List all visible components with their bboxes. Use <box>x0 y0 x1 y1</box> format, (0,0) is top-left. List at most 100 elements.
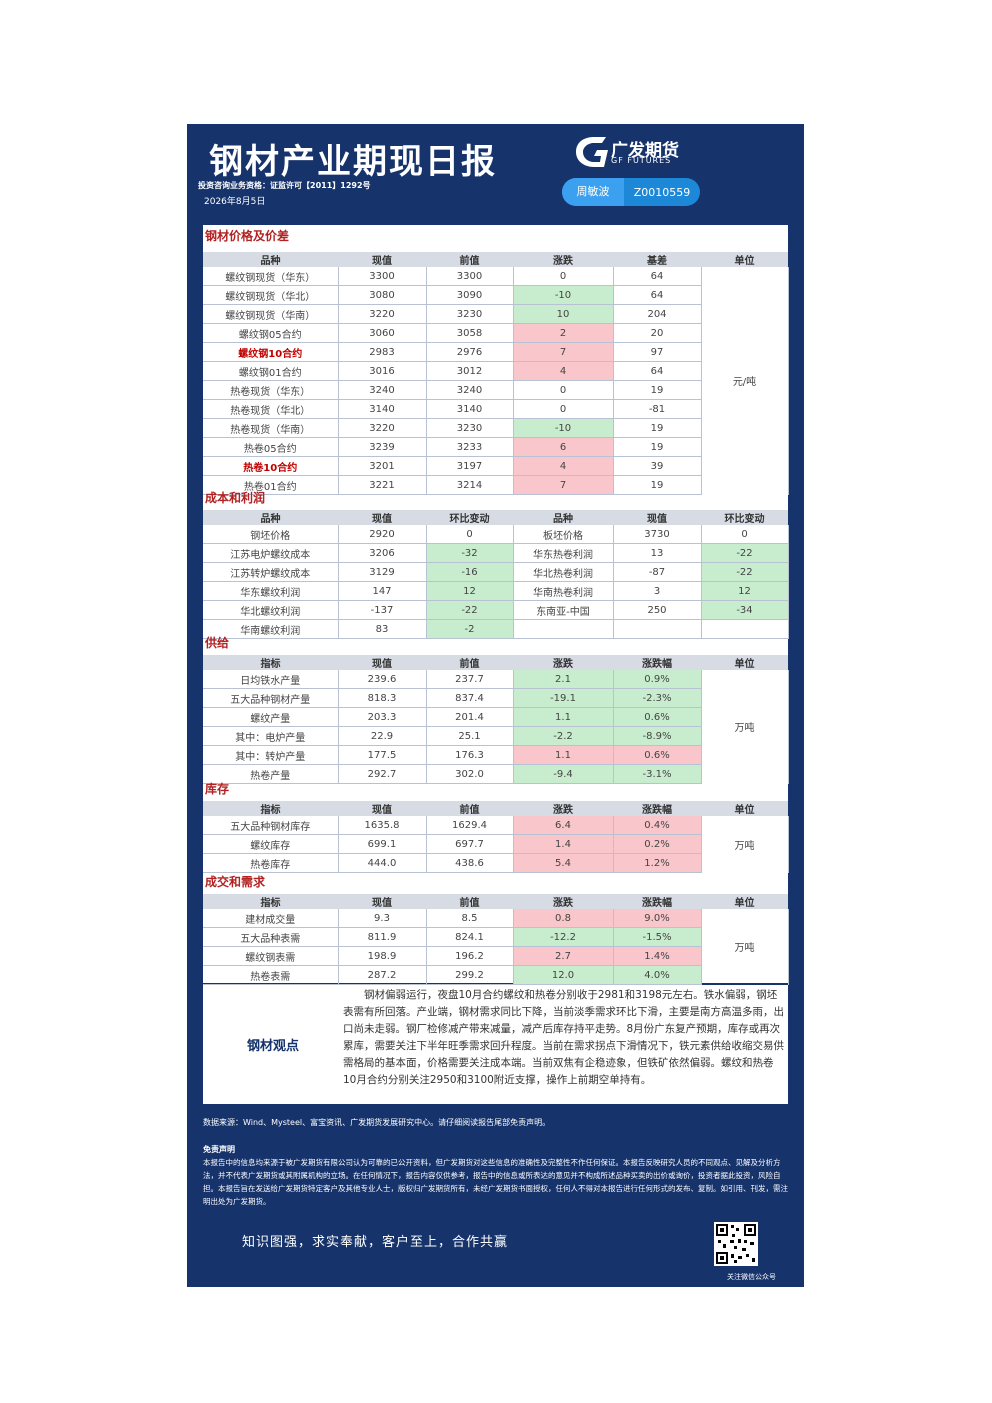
cell-chg: -10 <box>513 285 614 305</box>
table-row: 热卷现货（华南） 3220 3230 -10 19 <box>203 418 788 438</box>
cell-basis: 19 <box>613 437 702 457</box>
table-row: 江苏转炉螺纹成本 3129 -16 华北热卷利润 -87 -22 <box>203 562 789 582</box>
cell-v1: 83 <box>338 619 427 639</box>
cell-prev: 201.4 <box>426 707 514 727</box>
cell-prev: 1629.4 <box>426 816 514 835</box>
demand-table: 指标 现值 前值 涨跌 涨跌幅 单位 建材成交量 9.3 8.5 0.8 9.0% 万吨 五大品种表需… <box>203 894 789 985</box>
cell-prev: 3090 <box>426 285 514 305</box>
cell-chg: 1.4 <box>513 834 614 854</box>
cell-chg: 2.1 <box>513 670 614 689</box>
cell-name: 五大品种钢材产量 <box>203 688 339 708</box>
cell-chg: 4 <box>513 361 614 381</box>
supply-table-header: 指标 现值 前值 涨跌 涨跌幅 单位 <box>203 655 788 670</box>
cell-name: 热卷现货（华东） <box>203 380 339 400</box>
cell-chg: -9.4 <box>513 764 614 784</box>
cell-chg: 5.4 <box>513 853 614 873</box>
qr-code-icon <box>714 1222 758 1266</box>
cell-prev: 299.2 <box>426 965 514 985</box>
cell-cur: 177.5 <box>338 745 427 765</box>
cell-n1: 华南螺纹利润 <box>203 619 339 639</box>
cell-cur: 444.0 <box>338 853 427 873</box>
column-header: 指标 <box>203 655 338 670</box>
table-row: 建材成交量 9.3 8.5 0.8 9.0% 万吨 <box>203 909 789 985</box>
table-row: 热卷产量 292.7 302.0 -9.4 -3.1% <box>203 764 788 784</box>
cell-basis: -81 <box>613 399 702 419</box>
cell-v1: 147 <box>338 581 427 601</box>
supply-table: 指标 现值 前值 涨跌 涨跌幅 单位 日均铁水产量 239.6 237.7 2.1 0.9% 万吨五… <box>203 655 789 784</box>
column-header: 单位 <box>701 894 788 909</box>
cell-chg: 0.8 <box>513 909 614 928</box>
cell-name: 热卷01合约 <box>203 475 339 495</box>
cell-basis: 19 <box>613 380 702 400</box>
cell-v1: -137 <box>338 600 427 620</box>
cell-chg: 2.7 <box>513 946 614 966</box>
cell-chg: -19.1 <box>513 688 614 708</box>
cell-cur: 22.9 <box>338 726 427 746</box>
cell-cur: 239.6 <box>338 670 427 689</box>
cell-prev: 837.4 <box>426 688 514 708</box>
column-header: 前值 <box>426 894 513 909</box>
cell-chg: 12.0 <box>513 965 614 985</box>
cell-chg: 2 <box>513 323 614 343</box>
cell-prev: 3197 <box>426 456 514 476</box>
cell-chg: 6 <box>513 437 614 457</box>
table-row: 螺纹钢现货（华东） 3300 3300 0 64 元/吨 <box>203 267 789 495</box>
price-table-header: 品种 现值 前值 涨跌 基差 单位 <box>203 252 788 267</box>
table-row: 热卷10合约 3201 3197 4 39 <box>203 456 788 476</box>
cell-v2: 13 <box>613 543 702 563</box>
cell-chg: -2.2 <box>513 726 614 746</box>
data-source: 数据来源：Wind、Mysteel、富宝资讯、广发期货发展研究中心。请仔细阅读报… <box>203 1118 551 1127</box>
cell-prev: 697.7 <box>426 834 514 854</box>
cell-v2: 3730 <box>613 525 702 544</box>
cell-cur: 3239 <box>338 437 427 457</box>
table-row: 螺纹产量 203.3 201.4 1.1 0.6% <box>203 707 788 727</box>
disclaimer-title: 免责声明 <box>203 1145 235 1154</box>
cell-n1: 华东螺纹利润 <box>203 581 339 601</box>
cell-name: 螺纹钢表需 <box>203 946 339 966</box>
cell-n2: 华北热卷利润 <box>513 562 614 582</box>
cell-cur: 287.2 <box>338 965 427 985</box>
column-header: 品种 <box>203 510 338 525</box>
disclaimer-text: 本报告中的信息均来源于被广发期货有限公司认为可靠的已公开资料，但广发期货对这些信… <box>203 1158 788 1206</box>
cell-prev: 302.0 <box>426 764 514 784</box>
table-row: 华南螺纹利润 83 -2 <box>203 619 789 639</box>
cell-v1: 2920 <box>338 525 427 544</box>
cell-cur: 818.3 <box>338 688 427 708</box>
cell-cur: 3140 <box>338 399 427 419</box>
cell-pct: 9.0% <box>613 909 702 928</box>
unit-cell: 元/吨 <box>701 267 789 495</box>
cell-name: 热卷05合约 <box>203 437 339 457</box>
cell-name: 螺纹钢现货（华南） <box>203 304 339 324</box>
cell-cur: 811.9 <box>338 927 427 947</box>
unit-cell: 万吨 <box>701 816 789 873</box>
table-row: 热卷库存 444.0 438.6 5.4 1.2% <box>203 853 788 873</box>
cell-n2: 东南亚-中国 <box>513 600 614 620</box>
table-row: 其中：电炉产量 22.9 25.1 -2.2 -8.9% <box>203 726 788 746</box>
column-header: 涨跌 <box>513 252 613 267</box>
column-header: 现值 <box>338 801 426 816</box>
column-header: 现值 <box>338 894 426 909</box>
column-header: 前值 <box>426 252 513 267</box>
cell-cur: 3201 <box>338 456 427 476</box>
cell-name: 螺纹钢现货（华北） <box>203 285 339 305</box>
table-row: 热卷现货（华北） 3140 3140 0 -81 <box>203 399 788 419</box>
cell-cur: 3060 <box>338 323 427 343</box>
cell-prev: 3240 <box>426 380 514 400</box>
cell-prev: 824.1 <box>426 927 514 947</box>
cell-name: 五大品种钢材库存 <box>203 816 339 835</box>
table-row: 螺纹钢01合约 3016 3012 4 64 <box>203 361 788 381</box>
cell-name: 螺纹产量 <box>203 707 339 727</box>
cell-prev: 3058 <box>426 323 514 343</box>
cell-name: 五大品种表需 <box>203 927 339 947</box>
cell-chg: -12.2 <box>513 927 614 947</box>
cell-cur: 3080 <box>338 285 427 305</box>
cell-prev: 3012 <box>426 361 514 381</box>
cell-chg: -10 <box>513 418 614 438</box>
column-header: 涨跌 <box>513 801 613 816</box>
column-header: 单位 <box>701 655 788 670</box>
cell-basis: 64 <box>613 285 702 305</box>
price-table: 品种 现值 前值 涨跌 基差 单位 螺纹钢现货（华东） 3300 3300 0 64 元/吨 螺纹钢现… <box>203 252 789 495</box>
table-row: 螺纹钢05合约 3060 3058 2 20 <box>203 323 788 343</box>
section-title-demand: 成交和需求 <box>205 875 266 889</box>
column-header: 现值 <box>338 510 426 525</box>
